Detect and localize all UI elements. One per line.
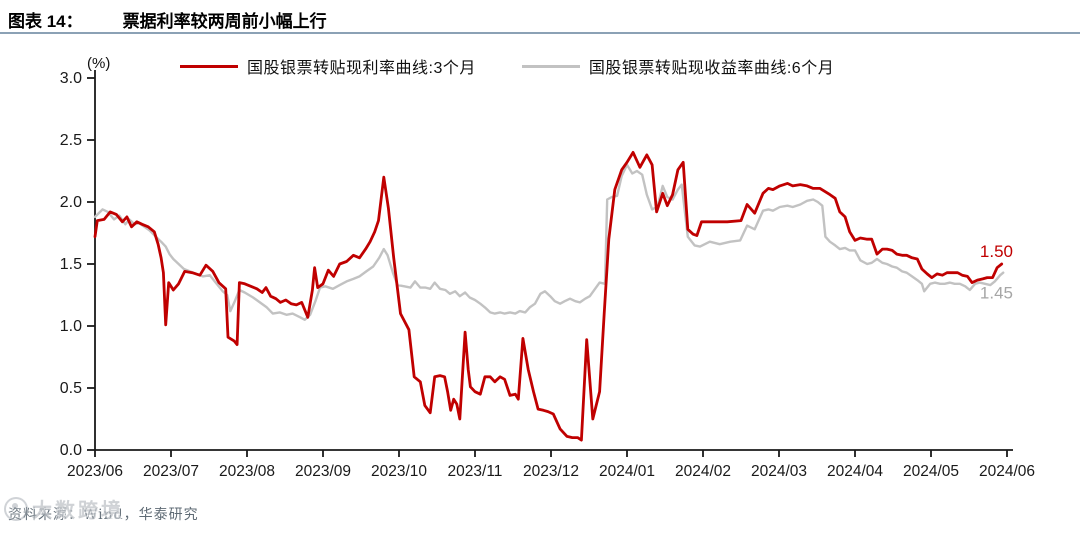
source-text: 资料来源：Wind，华泰研究 xyxy=(8,507,199,523)
y-tick-label: 2.0 xyxy=(60,194,82,211)
legend-line-swatch-6m xyxy=(521,64,580,68)
x-tick-label: 2024/02 xyxy=(675,463,731,480)
legend-label-6m: 国股银票转贴现收益率曲线:6个月 xyxy=(588,60,835,77)
y-tick-label: 0.0 xyxy=(60,442,82,459)
y-tick-label: 1.0 xyxy=(60,318,82,335)
y-tick-label: 0.5 xyxy=(60,380,82,397)
series-line-6m xyxy=(93,163,1005,321)
y-tick-label: 3.0 xyxy=(60,70,82,87)
x-tick-label: 2024/03 xyxy=(751,463,807,480)
legend-item-3m: 国股银票转贴现利率曲线:3个月 xyxy=(180,54,476,78)
y-axis-unit-label: (%) xyxy=(87,55,111,72)
y-tick-label: 1.5 xyxy=(60,256,82,273)
x-tick-label: 2023/08 xyxy=(219,463,275,480)
figure-number-label: 图表 14： xyxy=(8,12,83,31)
x-tick-label: 2023/09 xyxy=(295,463,351,480)
x-tick-label: 2023/07 xyxy=(143,463,199,480)
x-tick-label: 2024/04 xyxy=(827,463,883,480)
figure-title: 票据利率较两周前小幅上行 xyxy=(122,12,327,31)
y-tick-label: 2.5 xyxy=(60,132,82,149)
end-value-label-3m: 1.50 xyxy=(980,242,1013,261)
series-line-3m xyxy=(93,150,1004,442)
x-tick-label: 2024/06 xyxy=(979,463,1035,480)
x-tick-label: 2023/10 xyxy=(371,463,427,480)
source-note: 资料来源：Wind，华泰研究 xyxy=(8,504,199,524)
title-divider xyxy=(0,32,1080,34)
legend-label-3m: 国股银票转贴现利率曲线:3个月 xyxy=(247,60,476,77)
legend-line-swatch-3m xyxy=(180,64,238,68)
x-tick-label: 2024/05 xyxy=(903,463,959,480)
legend-item-6m: 国股银票转贴现收益率曲线:6个月 xyxy=(521,54,835,78)
x-tick-label: 2023/06 xyxy=(67,463,123,480)
end-value-label-6m: 1.45 xyxy=(980,284,1013,303)
x-tick-label: 2023/11 xyxy=(448,463,503,480)
chart-legend: 国股银票转贴现利率曲线:3个月 国股银票转贴现收益率曲线:6个月 xyxy=(180,54,834,78)
x-tick-label: 2024/01 xyxy=(599,463,655,480)
figure-header: 图表 14： 票据利率较两周前小幅上行 xyxy=(8,7,327,32)
x-tick-label: 2023/12 xyxy=(523,463,579,480)
